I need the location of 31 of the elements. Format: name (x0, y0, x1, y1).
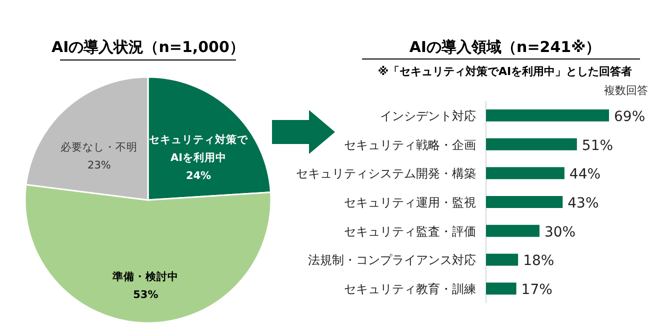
slice-label: 必要なし・不明 (60, 140, 138, 154)
bar (486, 196, 563, 208)
bar (486, 167, 564, 180)
bar (486, 138, 577, 150)
data-label: 17% (521, 282, 552, 298)
data-label: 44% (569, 166, 601, 183)
data-label: 43% (568, 196, 599, 212)
data-label: 18% (523, 253, 554, 270)
y-tick-label: インシデント対応 (380, 108, 476, 123)
y-tick-label: セキュリティ監査・評価 (344, 224, 476, 238)
chart-title: AIの導入領域（n=241※） (409, 38, 601, 56)
text: 複数回答 (604, 84, 648, 97)
data-label: 30% (544, 224, 576, 240)
data-label: 69% (614, 108, 646, 125)
data-label: 51% (582, 138, 614, 154)
chart-title: AIの導入状況（n=1,000） (52, 38, 244, 56)
bar (486, 224, 540, 237)
data-label: 53% (133, 288, 159, 301)
chart-subtitle: ※「セキュリティ対策でAIを利用中」とした回答者 (378, 65, 632, 78)
bar (486, 109, 609, 122)
bar (486, 282, 516, 295)
slice-label: セキュリティ対策でAIを利用中 (149, 133, 250, 164)
y-tick-label: セキュリティ教育・訓練 (344, 282, 476, 296)
data-label: 23% (88, 160, 111, 172)
bar (486, 254, 518, 266)
data-label: 24% (186, 170, 212, 182)
y-tick-label: セキュリティ戦略・企画 (344, 138, 476, 152)
slice-label: 準備・検討中 (112, 270, 179, 283)
y-tick-label: セキュリティ運用・監視 (344, 196, 476, 210)
y-tick-label: 法規制・コンプライアンス対応 (308, 253, 476, 268)
y-tick-label: セキュリティシステム開発・構築 (296, 166, 476, 181)
